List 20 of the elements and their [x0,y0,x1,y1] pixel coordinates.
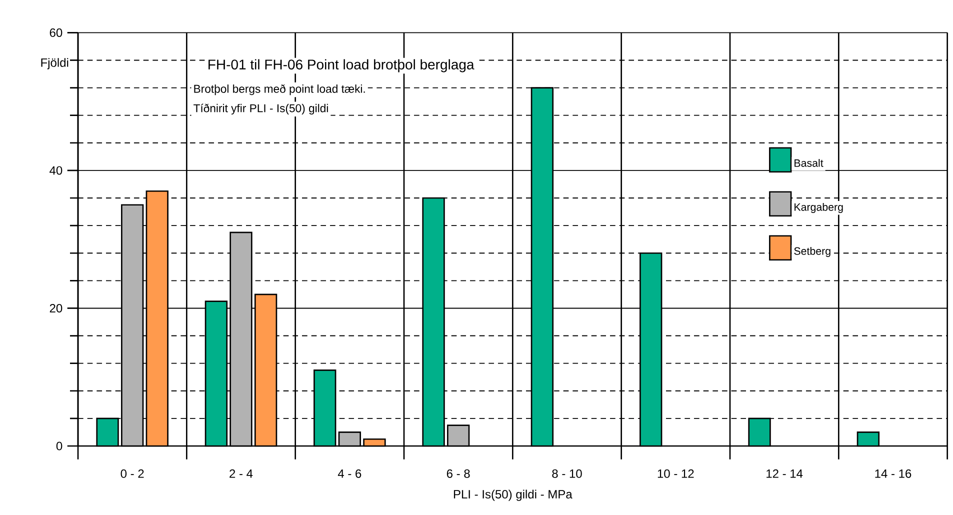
x-axis-title: PLI - Is(50) gildi - MPa [454,490,572,501]
x-tick-label: 8 - 10 [552,469,582,478]
x-tick-label: 2 - 4 [230,469,253,478]
x-tick-label: 6 - 8 [446,469,470,478]
legend-label: Basalt [794,159,824,167]
x-tick-label: 12 - 14 [766,469,803,478]
text: FH-01 til FH-06 Point load brotþol berglaga [208,59,474,72]
legend-label: Setberg [794,246,830,257]
y-tick-label: 60 [50,28,62,37]
y-tick-label: 20 [50,304,62,312]
annotation: Tíðnirit yfir PLI - Is(50) gildi [194,104,328,114]
x-tick-label: 10 - 12 [658,469,694,478]
x-tick-label: 14 - 16 [875,469,912,478]
x-tick-label: 4 - 6 [338,469,362,478]
legend-label: Kargaberg [794,202,843,213]
y-tick-label: 0 [56,442,62,450]
x-tick-label: 0 - 2 [120,469,144,478]
y-axis-title: Fjöldi [41,58,68,70]
text: Brotþol bergs með point load tæki. [194,84,365,96]
y-tick-label: 40 [50,166,62,175]
